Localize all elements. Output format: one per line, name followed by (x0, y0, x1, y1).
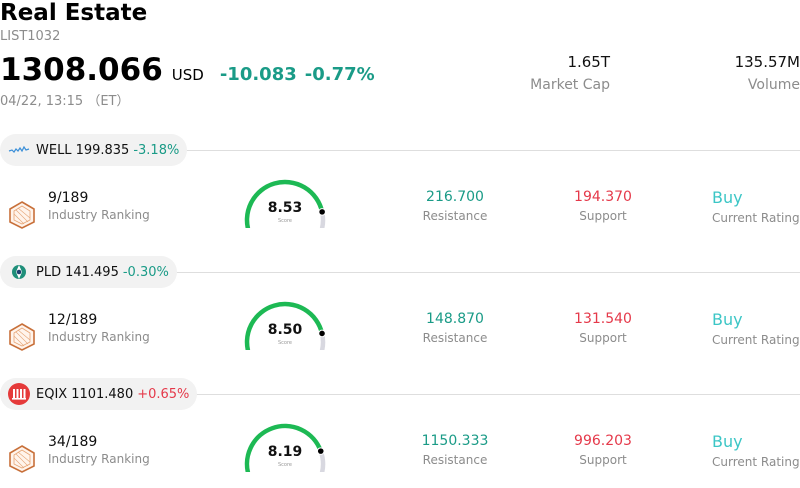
hexagon-rank-icon (9, 445, 35, 473)
score-caption: Score (277, 340, 292, 346)
stock-price: 1101.480 (71, 386, 134, 402)
resistance-label: Resistance (422, 453, 488, 467)
equinix-logo-icon (8, 383, 30, 405)
gauge-fill (244, 179, 325, 228)
price-change: -10.083 (219, 64, 297, 85)
resistance-metric: 216.700 Resistance (405, 189, 505, 223)
score-gauge (244, 301, 326, 350)
currency-label: USD (171, 66, 204, 84)
score-caption: Score (277, 218, 292, 224)
support-value: 996.203 (574, 433, 632, 449)
stock-price: 141.495 (65, 264, 119, 280)
rating-value: Buy (712, 310, 743, 329)
support-label: Support (579, 331, 627, 345)
resistance-value: 148.870 (426, 311, 484, 327)
score-value: 8.50 (267, 322, 303, 338)
rating-block[interactable]: Buy Current Rating (712, 188, 800, 225)
index-code: LIST1032 (0, 29, 61, 44)
stock-section: EQIX 1101.480 +0.65% 34/189 Industry Ran… (0, 378, 800, 488)
hexagon-rank-icon (9, 201, 35, 229)
stock-section: PLD 141.495 -0.30% 12/189 Industry Ranki… (0, 256, 800, 378)
support-value: 131.540 (574, 311, 632, 327)
gauge-marker (316, 447, 325, 455)
industry-rank-label: Industry Ranking (48, 452, 150, 466)
resistance-metric: 148.870 Resistance (405, 311, 505, 345)
industry-rank-label: Industry Ranking (48, 330, 150, 344)
rating-label: Current Rating (712, 211, 800, 225)
page-title: Real Estate (0, 0, 148, 26)
rating-label: Current Rating (712, 455, 800, 469)
stock-pill[interactable]: WELL 199.835 -3.18% (0, 134, 188, 166)
gauge-fill (244, 423, 323, 472)
support-value: 194.370 (574, 189, 632, 205)
score-gauge (244, 423, 326, 472)
price-change-percent: -0.77% (304, 64, 375, 85)
rating-label: Current Rating (712, 333, 800, 347)
support-label: Support (579, 209, 627, 223)
resistance-label: Resistance (422, 209, 488, 223)
prologis-logo-icon (8, 261, 30, 283)
hexagon-rank-icon (9, 323, 35, 351)
stock-ticker: PLD (36, 264, 62, 280)
score-caption: Score (277, 462, 292, 468)
section-divider (0, 394, 800, 395)
support-label: Support (579, 453, 627, 467)
gauge-fill (244, 301, 325, 350)
market-cap-label: Market Cap (530, 77, 610, 93)
rating-block[interactable]: Buy Current Rating (712, 310, 800, 347)
timestamp: 04/22, 13:15 （ET） (0, 94, 130, 109)
index-price: 1308.066 (0, 52, 163, 88)
stock-change-percent: +0.65% (137, 386, 190, 402)
score-gauge (244, 179, 326, 228)
stock-ticker: WELL (36, 142, 72, 158)
stock-change-percent: -3.18% (133, 142, 180, 158)
section-divider (0, 272, 800, 273)
rating-value: Buy (712, 432, 743, 451)
resistance-metric: 1150.333 Resistance (405, 433, 505, 467)
rating-block[interactable]: Buy Current Rating (712, 432, 800, 469)
industry-rank-label: Industry Ranking (48, 208, 150, 222)
gauge-marker (318, 208, 326, 216)
stock-pill[interactable]: EQIX 1101.480 +0.65% (0, 378, 198, 410)
industry-rank-value: 9/189 (48, 190, 89, 206)
resistance-label: Resistance (422, 331, 488, 345)
industry-rank-value: 34/189 (48, 434, 98, 450)
volume-value: 135.57M (734, 53, 800, 71)
stock-change-percent: -0.30% (122, 264, 169, 280)
resistance-value: 1150.333 (421, 433, 489, 449)
stock-ticker: EQIX (36, 386, 68, 402)
stock-price: 199.835 (75, 142, 130, 158)
section-divider (0, 150, 800, 151)
score-value: 8.19 (267, 444, 303, 460)
stock-pill[interactable]: PLD 141.495 -0.30% (0, 256, 177, 288)
rating-value: Buy (712, 188, 743, 207)
stock-section: WELL 199.835 -3.18% 9/189 Industry Ranki… (0, 134, 800, 256)
market-cap-value: 1.65T (567, 53, 610, 71)
support-metric: 194.370 Support (553, 189, 653, 223)
resistance-value: 216.700 (426, 189, 484, 205)
volume-label: Volume (747, 77, 800, 93)
welltower-logo-icon (8, 139, 30, 161)
gauge-marker (318, 329, 326, 338)
volume-stat: 135.57M Volume (735, 53, 800, 93)
score-value: 8.53 (267, 200, 303, 216)
support-metric: 996.203 Support (553, 433, 653, 467)
support-metric: 131.540 Support (553, 311, 653, 345)
market-cap-stat: 1.65T Market Cap (530, 53, 610, 93)
industry-rank-value: 12/189 (48, 312, 98, 328)
price-row: 1308.066 USD -10.083 -0.77% (0, 52, 375, 88)
